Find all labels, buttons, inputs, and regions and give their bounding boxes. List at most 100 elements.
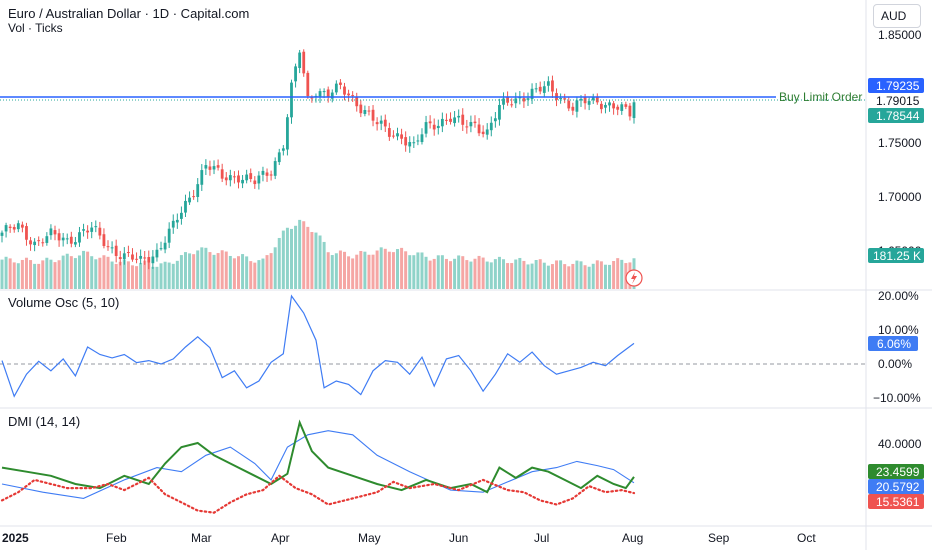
volume-bar [86, 251, 90, 289]
volume-bar [65, 253, 69, 289]
volume-bar [481, 257, 485, 289]
candle-body [131, 254, 134, 260]
time-axis-label: Jun [449, 531, 468, 545]
candle-body [449, 118, 452, 122]
volume-bar [559, 260, 563, 289]
candle-body [379, 120, 383, 124]
candle-body [253, 180, 257, 185]
candle-body [159, 248, 163, 250]
candle-body [375, 122, 379, 125]
candle-body [86, 230, 90, 233]
volume-bar [420, 252, 424, 289]
candle-body [465, 126, 469, 128]
volume-bar [8, 258, 12, 289]
volume-bar [502, 259, 506, 289]
volume-bar [526, 264, 530, 289]
order-price-badge [868, 78, 924, 93]
volume-bar [37, 263, 41, 289]
candle-body [408, 142, 412, 147]
dmi-adx-badge [868, 479, 924, 494]
candle-body [224, 177, 228, 181]
time-axis-label: Jul [534, 531, 549, 545]
candle-body [608, 102, 611, 106]
volume-bar [126, 261, 130, 289]
candle-body [440, 118, 444, 127]
volume-bar [449, 261, 453, 289]
candle-body [61, 237, 65, 241]
lightning-icon[interactable] [625, 269, 643, 287]
time-axis-label: Mar [191, 531, 212, 545]
time-axis-label: Oct [797, 531, 816, 545]
candle-body [359, 104, 363, 114]
volume-bar [436, 255, 440, 289]
volume-bar [179, 255, 183, 289]
candle-body [114, 245, 118, 257]
volume-bar [253, 262, 257, 289]
volume-bar [41, 260, 45, 289]
candle-body [469, 122, 473, 127]
volume-bar [159, 263, 163, 289]
candle-body [563, 98, 567, 100]
volume-bar [575, 260, 579, 289]
volume-bar [265, 255, 269, 289]
candle-body [534, 88, 538, 90]
candle-body [228, 175, 232, 181]
dmi-title: DMI (14, 14) [8, 414, 80, 429]
candle-body [575, 100, 579, 112]
volume-bar [616, 258, 620, 289]
currency-button[interactable]: AUD [873, 4, 921, 28]
candle-body [241, 179, 244, 184]
time-axis-label: Apr [271, 531, 290, 545]
candle-body [82, 229, 85, 231]
volume-bar [224, 251, 228, 289]
buy-limit-order-label[interactable]: Buy Limit Order [779, 90, 862, 104]
volume-bar [114, 263, 118, 289]
candle-body [412, 142, 416, 144]
dmi-axis-tick: 40.0000 [878, 437, 922, 451]
volume-bar [383, 248, 387, 289]
candle-body [110, 247, 114, 249]
candle-body [400, 134, 403, 139]
osc-value-badge-text: 6.06% [877, 337, 911, 351]
candle-body [526, 98, 530, 100]
candle-body [90, 227, 94, 232]
candle-body [269, 174, 273, 176]
candle-body [493, 118, 497, 122]
volume-bar [371, 254, 375, 289]
volume-bar [29, 260, 33, 289]
volume-bar [45, 257, 49, 289]
volume-bar [612, 261, 616, 289]
volume-bar [110, 261, 114, 289]
candle-body [330, 92, 334, 99]
volume-bar [306, 226, 310, 289]
candle-body [0, 232, 4, 236]
candle-body [127, 252, 130, 254]
candle-body [180, 212, 183, 219]
candle-body [436, 125, 440, 129]
volume-bar [33, 263, 37, 289]
volume-bar [359, 250, 363, 289]
candle-body [579, 98, 583, 101]
candle-body [4, 225, 8, 232]
candle-body [212, 166, 216, 170]
volume-bar [24, 257, 28, 289]
volume-bar [314, 232, 318, 289]
dmi-adx-line [1, 430, 635, 499]
volume-bar [192, 254, 196, 289]
volume-bar [257, 260, 261, 289]
dmi-minus-badge [868, 494, 924, 509]
volume-bar [387, 251, 391, 289]
volume-bar [583, 265, 587, 289]
candle-body [257, 175, 261, 184]
candle-body [106, 246, 110, 248]
candle-body [151, 256, 155, 264]
candle-body [461, 114, 465, 125]
candle-body [196, 184, 200, 197]
prev-close-badge [868, 108, 924, 123]
volume-bar [322, 241, 326, 289]
dmi-plus-badge [868, 464, 924, 479]
candle-body [334, 83, 338, 93]
candle-body [220, 169, 224, 179]
volume-bar [289, 228, 293, 289]
